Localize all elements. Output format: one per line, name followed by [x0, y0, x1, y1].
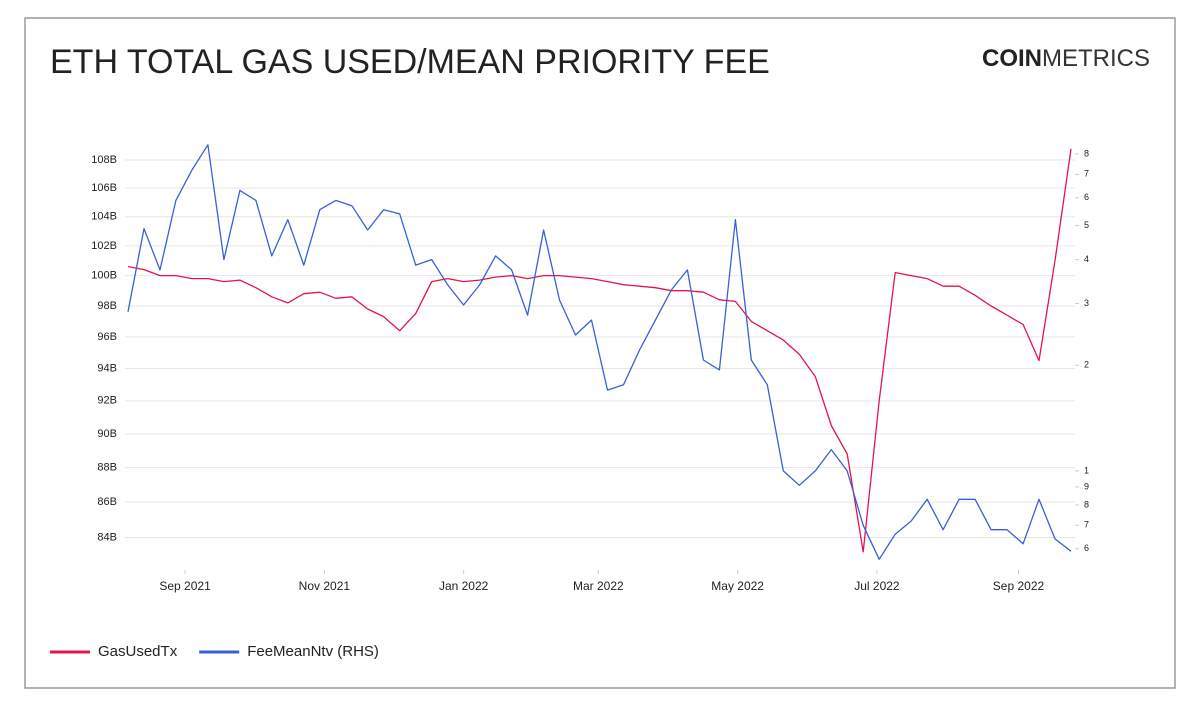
y-tick-label: 86B — [97, 496, 117, 508]
y-tick-label: 106B — [91, 182, 117, 194]
y-tick-label: 100B — [91, 270, 117, 282]
x-tick-label: May 2022 — [711, 579, 764, 593]
y2-tick-label: 9 — [1084, 481, 1089, 491]
y-tick-label: 84B — [97, 531, 117, 543]
y2-tick-label: 7 — [1084, 169, 1089, 179]
y-tick-label: 102B — [91, 240, 117, 252]
x-tick-label: Nov 2021 — [299, 579, 351, 593]
y2-tick-label: 6 — [1084, 192, 1089, 202]
logo: COINMETRICS — [982, 45, 1150, 72]
y-tick-label: 96B — [97, 331, 117, 343]
logo-bold: COIN — [982, 45, 1042, 72]
legend-label: FeeMeanNtv (RHS) — [247, 643, 379, 660]
x-tick-label: Jan 2022 — [439, 579, 489, 593]
y-tick-label: 108B — [91, 154, 117, 166]
y2-tick-label: 4 — [1084, 254, 1089, 264]
y2-tick-label: 1 — [1084, 465, 1089, 475]
y2-tick-label: 8 — [1084, 148, 1089, 158]
x-tick-label: Mar 2022 — [573, 579, 624, 593]
x-tick-label: Sep 2022 — [993, 579, 1045, 593]
y-tick-label: 98B — [97, 300, 117, 312]
series-line — [127, 144, 1072, 560]
frame — [24, 17, 1176, 689]
y2-tick-label: 7 — [1084, 520, 1089, 530]
y-tick-label: 104B — [91, 211, 117, 223]
y2-tick-label: 3 — [1084, 298, 1089, 308]
y-tick-label: 92B — [97, 395, 117, 407]
y-tick-label: 94B — [97, 362, 117, 374]
y-tick-label: 90B — [97, 428, 117, 440]
y-tick-label: 88B — [97, 462, 117, 474]
y2-tick-label: 8 — [1084, 499, 1089, 509]
chart-title: ETH TOTAL GAS USED/MEAN PRIORITY FEE — [50, 43, 770, 81]
x-tick-label: Sep 2021 — [159, 579, 211, 593]
x-tick-label: Jul 2022 — [854, 579, 900, 593]
y2-tick-label: 2 — [1084, 360, 1089, 370]
y2-tick-label: 5 — [1084, 220, 1089, 230]
logo-light: METRICS — [1042, 45, 1150, 72]
legend-label: GasUsedTx — [98, 643, 178, 660]
series-line — [127, 148, 1072, 553]
y2-tick-label: 6 — [1084, 543, 1089, 553]
